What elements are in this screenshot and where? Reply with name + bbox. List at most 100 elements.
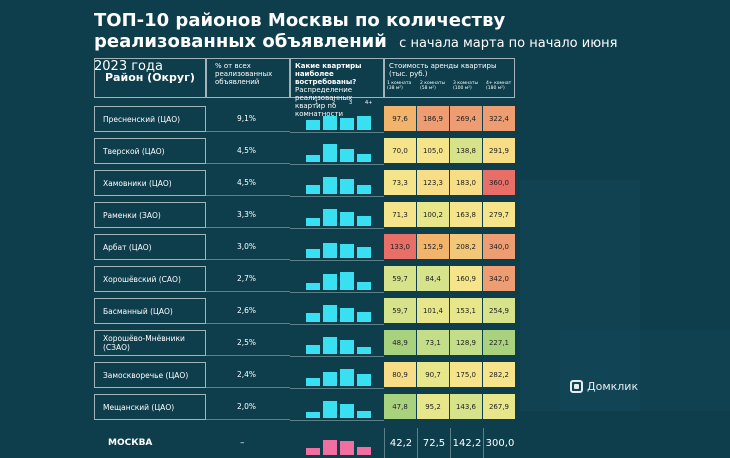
- district-name: Пресненский (ЦАО): [94, 106, 206, 132]
- table-row: Арбат (ЦАО) 3,0% 133,0 152,9 208,2 340,0: [94, 234, 516, 261]
- distribution-bar: [306, 218, 320, 226]
- room-num: 3: [349, 100, 353, 106]
- room-distribution-bars: [290, 298, 384, 325]
- distribution-bar: [340, 149, 354, 162]
- header-share: % от всех реализованных объявлений: [206, 58, 290, 98]
- rent-cell: 73,3: [384, 170, 417, 196]
- district-name: Тверской (ЦАО): [94, 138, 206, 164]
- district-share: 3,3%: [206, 202, 290, 228]
- rent-cell: 186,9: [417, 106, 450, 132]
- district-name: Хорошёво-Мнёвники (СЗАО): [94, 330, 206, 356]
- rent-cell: 59,7: [384, 266, 417, 292]
- rent-cell: 254,9: [483, 298, 516, 324]
- rent-cell: 100,2: [417, 202, 450, 228]
- rent-cell: 269,4: [450, 106, 483, 132]
- distribution-bar: [357, 374, 371, 386]
- distribution-bar: [357, 411, 371, 418]
- room-distribution-bars: [290, 138, 384, 165]
- table-row: Мещанский (ЦАО) 2,0% 47,8 95,2 143,6 267,9: [94, 394, 516, 421]
- header-distribution-title: Какие квартиры наиболее востребованы?: [295, 62, 362, 86]
- rent-cell: 183,0: [450, 170, 483, 196]
- distribution-bar: [357, 312, 371, 322]
- rent-cell: 175,0: [450, 362, 483, 388]
- distribution-bar: [323, 372, 337, 386]
- table-row: Хорошёво-Мнёвники (СЗАО) 2,5% 48,9 73,1 128,…: [94, 330, 516, 357]
- rent-col-4: 4+ комнат (180 м²): [486, 81, 512, 91]
- rent-cell: 340,0: [483, 234, 516, 260]
- district-name: Арбат (ЦАО): [94, 234, 206, 260]
- table-row: Хамовники (ЦАО) 4,5% 73,3 123,3 183,0 360,0: [94, 170, 516, 197]
- header-distribution-sub: Распределение реализованных квартир по к…: [295, 86, 353, 118]
- rent-cell: 279,7: [483, 202, 516, 228]
- rent-cell: 70,0: [384, 138, 417, 164]
- rent-cell: 128,9: [450, 330, 483, 356]
- logo-text: Домклик: [587, 380, 639, 393]
- rent-cell: 90,7: [417, 362, 450, 388]
- district-name: Басманный (ЦАО): [94, 298, 206, 324]
- total-distribution-bar: [323, 440, 337, 455]
- rent-cell: 153,1: [450, 298, 483, 324]
- rent-cell: 322,4: [483, 106, 516, 132]
- header-rent-title: Стоимость аренды квартиры (тыс. руб.): [389, 62, 497, 78]
- distribution-bar: [357, 185, 371, 194]
- rent-cell: 152,9: [417, 234, 450, 260]
- total-rent: 42,2: [384, 428, 417, 458]
- distribution-bar: [340, 212, 354, 226]
- page-title: ТОП-10 районов Москвы по количеству реал…: [94, 10, 634, 77]
- distribution-bar: [306, 345, 320, 354]
- total-distribution-bar: [357, 447, 371, 455]
- distribution-bar: [357, 154, 371, 162]
- rent-cell: 267,9: [483, 394, 516, 420]
- distribution-bar: [340, 340, 354, 354]
- table-row: Басманный (ЦАО) 2,6% 59,7 101,4 153,1 254,9: [94, 298, 516, 325]
- rent-cell: 291,9: [483, 138, 516, 164]
- distribution-bar: [323, 144, 337, 162]
- distribution-bar: [323, 274, 337, 290]
- distribution-bar: [340, 118, 354, 130]
- district-share: 2,7%: [206, 266, 290, 292]
- rent-cell: 80,9: [384, 362, 417, 388]
- district-share: 9,1%: [206, 106, 290, 132]
- total-distribution-bar: [340, 441, 354, 455]
- distribution-bar: [306, 185, 320, 194]
- table-row: Тверской (ЦАО) 4,5% 70,0 105,0 138,8 291,9: [94, 138, 516, 165]
- district-table: Район (Округ) % от всех реализованных об…: [94, 58, 516, 458]
- background-shape: [560, 330, 730, 411]
- rent-cell: 73,1: [417, 330, 450, 356]
- distribution-bar: [340, 369, 354, 386]
- distribution-bar: [306, 412, 320, 418]
- district-name: Замоскворечье (ЦАО): [94, 362, 206, 388]
- rent-cell: 360,0: [483, 170, 516, 196]
- distribution-bar: [357, 347, 371, 354]
- distribution-bar: [340, 244, 354, 258]
- room-distribution-bars: [290, 362, 384, 389]
- distribution-bar: [357, 116, 371, 130]
- room-distribution-bars: [290, 266, 384, 293]
- distribution-bar: [323, 305, 337, 322]
- distribution-bar: [306, 313, 320, 322]
- distribution-bar: [340, 308, 354, 322]
- rent-cell: 208,2: [450, 234, 483, 260]
- room-num: 2: [332, 100, 336, 106]
- rent-col-1: 1 комната (38 м²): [387, 81, 412, 91]
- distribution-bar: [340, 404, 354, 418]
- rent-cell: 71,3: [384, 202, 417, 228]
- total-row: МОСКВА – 42,2 72,5 142,2 300,0: [94, 428, 515, 458]
- distribution-bar: [357, 216, 371, 226]
- total-distribution-bar: [306, 448, 320, 455]
- table-row: Пресненский (ЦАО) 9,1% 97,6 186,9 269,4 322,4: [94, 106, 516, 133]
- rent-cell: 59,7: [384, 298, 417, 324]
- district-share: 4,5%: [206, 138, 290, 164]
- distribution-bar: [323, 116, 337, 130]
- district-share: 2,6%: [206, 298, 290, 324]
- rent-cell: 163,8: [450, 202, 483, 228]
- distribution-bar: [323, 209, 337, 226]
- rent-col-3: 3 комнаты (100 м²): [453, 81, 479, 91]
- district-share: 2,5%: [206, 330, 290, 356]
- district-share: 4,5%: [206, 170, 290, 196]
- district-share: 3,0%: [206, 234, 290, 260]
- rent-cell: 133,0: [384, 234, 417, 260]
- rent-cell: 95,2: [417, 394, 450, 420]
- rent-cell: 138,8: [450, 138, 483, 164]
- distribution-bar: [323, 337, 337, 354]
